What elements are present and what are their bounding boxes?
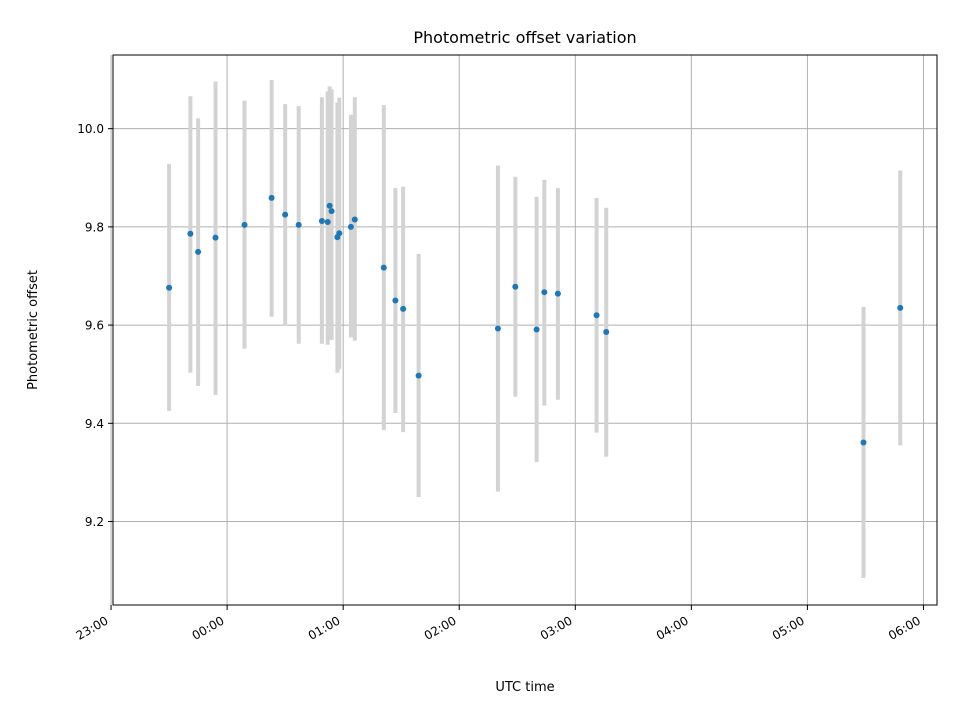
data-point (415, 372, 422, 379)
x-tick-label: 00:00 (190, 613, 227, 642)
y-tick-label: 9.8 (85, 220, 104, 234)
data-point (195, 248, 202, 255)
data-point (897, 304, 904, 311)
plot-background (113, 55, 937, 605)
x-tick-label: 23:00 (74, 613, 111, 642)
plot-frame (112, 54, 938, 606)
data-point (380, 264, 387, 271)
y-tick-label: 9.2 (85, 515, 104, 529)
data-point (593, 312, 600, 319)
x-tick-label: 04:00 (654, 613, 691, 642)
data-point (603, 328, 610, 335)
y-tick-label: 9.6 (85, 319, 104, 333)
data-point (318, 217, 325, 224)
data-point (324, 218, 331, 225)
data-point (351, 216, 358, 223)
x-axis-label: UTC time (495, 680, 554, 695)
data-point (241, 221, 248, 228)
y-tick-label: 10.0 (77, 122, 104, 136)
grid (110, 55, 937, 605)
data-point (336, 230, 343, 237)
data-point (326, 202, 333, 209)
x-tick-label: 06:00 (886, 613, 923, 642)
chart-title: Photometric offset variation (413, 28, 636, 47)
y-axis-label: Photometric offset (26, 270, 41, 390)
data-point (533, 326, 540, 333)
data-point (554, 290, 561, 297)
data-point (494, 325, 501, 332)
data-point (268, 194, 275, 201)
data-point (392, 297, 399, 304)
data-point (347, 223, 354, 230)
data-point (212, 234, 219, 241)
data-points (166, 194, 904, 446)
data-point (295, 221, 302, 228)
data-point (328, 208, 335, 215)
x-tick-label: 03:00 (538, 613, 575, 642)
data-point (166, 284, 173, 291)
x-axis-ticks: 23:00 00:00 01:00 02:00 03:00 04:00 05:00 06:00 (74, 605, 924, 643)
data-point (512, 283, 519, 290)
x-tick-label: 02:00 (422, 613, 459, 642)
x-tick-label: 05:00 (770, 613, 807, 642)
data-point (282, 211, 289, 218)
data-point (541, 289, 548, 296)
data-point (860, 439, 867, 446)
y-tick-label: 9.4 (85, 417, 104, 431)
y-axis-ticks: 9.2 9.4 9.6 9.8 10.0 (77, 122, 113, 529)
data-point (400, 305, 407, 312)
data-point (187, 230, 194, 237)
x-tick-label: 01:00 (306, 613, 343, 642)
